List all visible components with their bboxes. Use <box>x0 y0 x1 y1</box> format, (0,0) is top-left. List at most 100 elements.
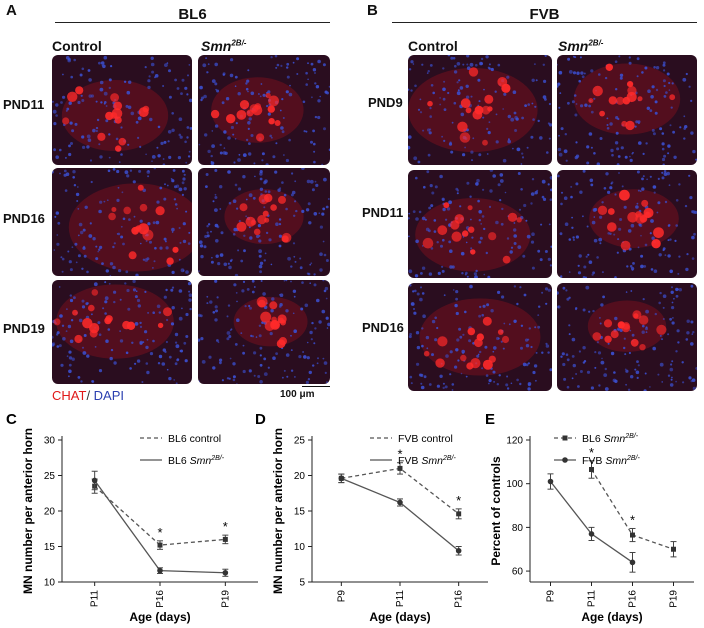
legend-label: BL6 Smn2B/- <box>582 433 639 445</box>
micrograph-a-pnd19-mutant <box>198 280 330 384</box>
x-tick-label: P11 <box>395 590 406 607</box>
x-tick-label: P16 <box>628 590 639 608</box>
significance-marker: * <box>397 447 402 462</box>
x-tick-label: P9 <box>336 590 347 603</box>
data-point <box>630 532 635 538</box>
micrograph-b-pnd9-mutant <box>557 55 697 165</box>
chart-panel-letter: D <box>255 411 266 428</box>
data-point <box>547 478 554 485</box>
panel-a-row-label: PND11 <box>3 97 45 112</box>
micrograph-b-pnd11-mutant <box>557 170 697 278</box>
data-point <box>455 547 462 554</box>
panel-a-title: BL6 <box>178 6 207 23</box>
significance-marker: * <box>456 493 461 508</box>
panel-a-letter: A <box>6 2 17 19</box>
y-tick-label: 60 <box>512 567 524 578</box>
legend-label: FVB Smn2B/- <box>582 455 640 467</box>
legend-marker <box>562 435 568 441</box>
y-axis-title: MN number per anterior horn <box>271 428 285 594</box>
y-tick-label: 100 <box>506 479 523 490</box>
data-point <box>397 465 403 471</box>
micrograph-b-pnd11-control <box>408 170 552 278</box>
x-axis-title: Age (days) <box>129 610 190 624</box>
scale-bar-label: 100 μm <box>280 389 315 400</box>
stain-legend: CHAT/ DAPI <box>52 388 125 403</box>
y-tick-label: 120 <box>506 436 523 447</box>
series-line <box>341 477 460 552</box>
y-tick-label: 20 <box>44 507 56 518</box>
panel-b-row-label: PND9 <box>368 95 403 110</box>
panel-b-row-label: PND16 <box>362 320 404 335</box>
data-point <box>222 536 228 542</box>
y-tick-label: 30 <box>44 436 56 447</box>
x-tick-label: P19 <box>220 590 231 608</box>
x-axis-title: Age (days) <box>369 610 430 624</box>
y-axis-title: Percent of controls <box>489 456 503 566</box>
y-tick-label: 15 <box>44 542 56 553</box>
panel-a-row-label: PND16 <box>3 211 45 226</box>
data-point <box>588 531 595 537</box>
panel-b-letter: B <box>367 2 378 19</box>
y-tick-label: 80 <box>512 523 524 534</box>
x-tick-label: P11 <box>587 590 598 607</box>
micrograph-a-pnd11-mutant <box>198 55 330 165</box>
legend-label: BL6 Smn2B/- <box>168 455 225 467</box>
charts-svg: C 10 15 20 25 30 P11 P16 P19 Age (days) MN number … <box>6 411 694 624</box>
data-point <box>456 511 462 517</box>
panel-a-control-header: Control <box>52 38 102 54</box>
x-tick-label: P16 <box>454 590 465 608</box>
legend-marker <box>562 457 568 463</box>
legend-label: BL6 control <box>168 433 221 445</box>
panel-a-title-rule <box>55 22 330 23</box>
chart-c: C 10 15 20 25 30 P11 P16 P19 Age (days) MN number … <box>6 411 258 624</box>
panel-a-mutant-header: Smn2B/- <box>201 38 247 54</box>
series-line <box>549 481 633 563</box>
significance-marker: * <box>589 445 594 460</box>
x-tick-label: P16 <box>155 590 166 608</box>
data-point <box>157 542 163 548</box>
panel-b-row-label: PND11 <box>362 205 404 220</box>
scale-bar-line <box>302 386 330 387</box>
micrograph-b-pnd16-mutant <box>557 283 697 391</box>
chart-e: E 60 80 100 120 P9 P11 P16 P19 Age (days) Percent … <box>485 411 694 624</box>
micrograph-b-pnd9-control <box>408 55 552 165</box>
chart-panel-letter: C <box>6 411 17 428</box>
y-tick-label: 25 <box>294 436 306 447</box>
y-tick-label: 5 <box>299 578 305 589</box>
micrograph-a-pnd16-mutant <box>198 168 330 276</box>
y-tick-label: 15 <box>294 507 306 518</box>
significance-marker: * <box>630 512 635 527</box>
x-tick-label: P9 <box>546 590 557 603</box>
data-point <box>671 546 676 552</box>
data-point <box>157 567 163 574</box>
panel-b-title-rule <box>392 22 697 23</box>
chart-panel-letter: E <box>485 411 495 428</box>
legend-label: FVB Smn2B/- <box>398 455 456 467</box>
chart-d: D 5 10 15 20 25 P9 P11 P16 Age (days) MN number pe… <box>255 411 488 624</box>
data-point <box>222 569 229 576</box>
y-tick-label: 10 <box>294 542 306 553</box>
significance-marker: * <box>157 525 162 540</box>
panel-a-row-label: PND19 <box>3 321 45 336</box>
data-point <box>338 475 345 482</box>
x-tick-label: P19 <box>669 590 680 608</box>
micrograph-a-pnd19-control <box>52 280 192 384</box>
panel-b-title: FVB <box>529 6 560 23</box>
panel-b-control-header: Control <box>408 38 458 54</box>
micrograph-b-pnd16-control <box>408 283 552 391</box>
panel-b-mutant-header: Smn2B/- <box>558 38 604 54</box>
data-point <box>629 559 636 566</box>
series-line <box>341 467 460 515</box>
data-point <box>589 466 594 472</box>
legend-label: FVB control <box>398 433 453 445</box>
x-axis-title: Age (days) <box>581 610 642 624</box>
y-tick-label: 10 <box>44 578 56 589</box>
x-tick-label: P11 <box>90 590 101 607</box>
y-axis-title: MN number per anterior horn <box>21 428 35 594</box>
data-point <box>91 477 98 484</box>
micrograph-a-pnd11-control <box>52 55 192 165</box>
y-tick-label: 25 <box>44 471 56 482</box>
y-tick-label: 20 <box>294 471 306 482</box>
significance-marker: * <box>223 519 228 534</box>
data-point <box>397 499 403 506</box>
